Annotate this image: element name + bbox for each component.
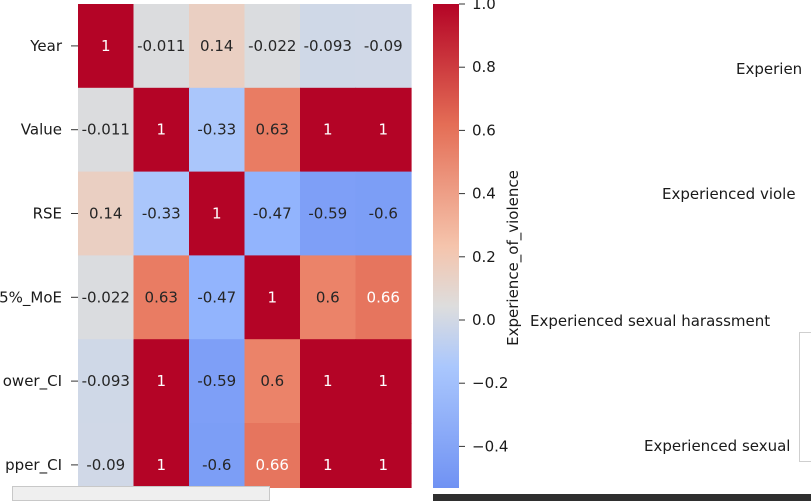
heatmap-cell-value: -0.011 <box>82 121 130 139</box>
heatmap-cell <box>133 87 190 173</box>
heatmap-cell-value: 1 <box>101 37 111 55</box>
heatmap-cell <box>189 87 246 173</box>
row-label: 5%_MoE <box>0 288 62 307</box>
heatmap-cell-value: -0.33 <box>197 121 236 139</box>
heatmap-cell-value: -0.6 <box>369 205 398 223</box>
heatmap-cell <box>300 339 357 424</box>
heatmap-cell <box>189 255 246 340</box>
heatmap-cell <box>133 255 190 340</box>
heatmap-cell-value: 1 <box>378 121 388 139</box>
heatmap-cell-value: 1 <box>156 372 166 390</box>
heatmap-cell-value: 0.6 <box>316 288 340 306</box>
heatmap-cell-value: -0.011 <box>137 37 185 55</box>
heatmap-cell <box>189 171 246 256</box>
heatmap-cell-value: 0.14 <box>200 37 233 55</box>
heatmap-cell-value: 1 <box>156 456 166 474</box>
heatmap-cell-value: 1 <box>267 288 277 306</box>
heatmap-cell <box>189 339 246 424</box>
colorbar-tick-label: 0.2 <box>472 248 496 266</box>
heatmap-cell-labels: 1 -0.011 0.14 -0.022 -0.093 -0.09 -0.011 1 -0.33… <box>82 37 403 474</box>
heatmap-cell-value: -0.59 <box>308 205 347 223</box>
heatmap-cell-value: 1 <box>378 372 388 390</box>
heatmap-cell-value: -0.093 <box>304 37 352 55</box>
heatmap-cells <box>78 4 412 501</box>
colorbar-tick-label: −0.4 <box>472 437 508 455</box>
heatmap-cell-value: -0.093 <box>82 372 130 390</box>
heatmap-cell-value: -0.47 <box>253 205 292 223</box>
right-panel-labels: Experien Experienced viole Experienced s… <box>530 60 802 455</box>
colorbar-gradient <box>433 4 459 488</box>
heatmap-cell <box>300 255 357 340</box>
colorbar-tick-label: 1.0 <box>472 0 496 13</box>
heatmap-cell <box>133 4 190 89</box>
heatmap-cell <box>133 339 190 424</box>
heatmap-cell <box>300 4 357 89</box>
heatmap-cell <box>78 255 135 340</box>
heatmap-cell <box>244 339 301 424</box>
heatmap-cell <box>355 255 412 340</box>
colorbar-tick-label: 0.4 <box>472 185 496 203</box>
colorbar-tick-label: 0.8 <box>472 58 496 76</box>
heatmap-cell <box>355 4 412 89</box>
colorbar <box>433 4 459 488</box>
row-label: Value <box>21 121 62 139</box>
colorbar-tick-label: −0.2 <box>472 374 508 392</box>
heatmap-cell <box>300 87 357 173</box>
right-label-2: Experienced sexual harassment <box>530 312 770 330</box>
heatmap-cell <box>244 87 301 173</box>
heatmap-cell <box>300 171 357 256</box>
heatmap-cell-value: 0.66 <box>367 288 400 306</box>
colorbar-tick-label: 0.6 <box>472 121 496 139</box>
heatmap-cell-value: 1 <box>323 121 333 139</box>
heatmap-cell-value: -0.09 <box>86 456 125 474</box>
row-label: ower_CI <box>3 372 62 391</box>
heatmap-cell-value: 1 <box>212 205 222 223</box>
heatmap-cell <box>355 171 412 256</box>
heatmap-cell-value: 0.14 <box>89 205 122 223</box>
heatmap-cell <box>244 171 301 256</box>
right-panel-box <box>799 332 811 462</box>
heatmap-cell-value: -0.47 <box>197 288 236 306</box>
heatmap-cell-value: 0.63 <box>145 288 178 306</box>
heatmap-cell-value: -0.59 <box>197 372 236 390</box>
heatmap-cell-value: -0.6 <box>202 456 231 474</box>
heatmap-cell-value: -0.33 <box>142 205 181 223</box>
row-label: RSE <box>33 205 62 223</box>
heatmap-cell-value: 1 <box>378 456 388 474</box>
heatmap-cell-value: -0.09 <box>364 37 403 55</box>
heatmap-cell <box>78 4 135 89</box>
right-label-3: Experienced sexual <box>644 437 790 455</box>
row-label: Year <box>29 37 63 55</box>
heatmap-cell-value: 1 <box>156 121 166 139</box>
colorbar-ticks: 1.0 0.8 0.6 0.4 0.2 0.0 −0.2 −0.4 <box>459 0 508 455</box>
heatmap-cell <box>244 255 301 340</box>
heatmap-cell-value: 1 <box>323 372 333 390</box>
colorbar-label: Experience_of_violence <box>504 170 523 346</box>
heatmap-cell <box>244 4 301 89</box>
heatmap-cell-value: 0.63 <box>256 121 289 139</box>
horizontal-scrollbar[interactable] <box>12 486 270 501</box>
colorbar-tick-label: 0.0 <box>472 311 496 329</box>
heatmap-cell <box>355 339 412 424</box>
heatmap-cell-value: 1 <box>323 456 333 474</box>
heatmap-cell <box>133 171 190 256</box>
heatmap-cell-value: 0.6 <box>260 372 284 390</box>
heatmap-cell <box>78 87 135 173</box>
heatmap-cell <box>78 171 135 256</box>
row-label: pper_CI <box>5 456 62 475</box>
heatmap-cell <box>189 4 246 89</box>
heatmap-cell-value: 0.66 <box>256 456 289 474</box>
right-label-1: Experienced viole <box>662 185 796 203</box>
heatmap-cell-value: -0.022 <box>248 37 296 55</box>
right-label-0: Experien <box>736 60 802 78</box>
heatmap-cell-value: -0.022 <box>82 288 130 306</box>
heatmap-cell <box>355 87 412 173</box>
heatmap-cell <box>78 339 135 424</box>
bottom-dark-strip <box>433 494 811 501</box>
heatmap-row-labels: Year Value RSE 5%_MoE ower_CI pper_CI <box>0 37 78 475</box>
